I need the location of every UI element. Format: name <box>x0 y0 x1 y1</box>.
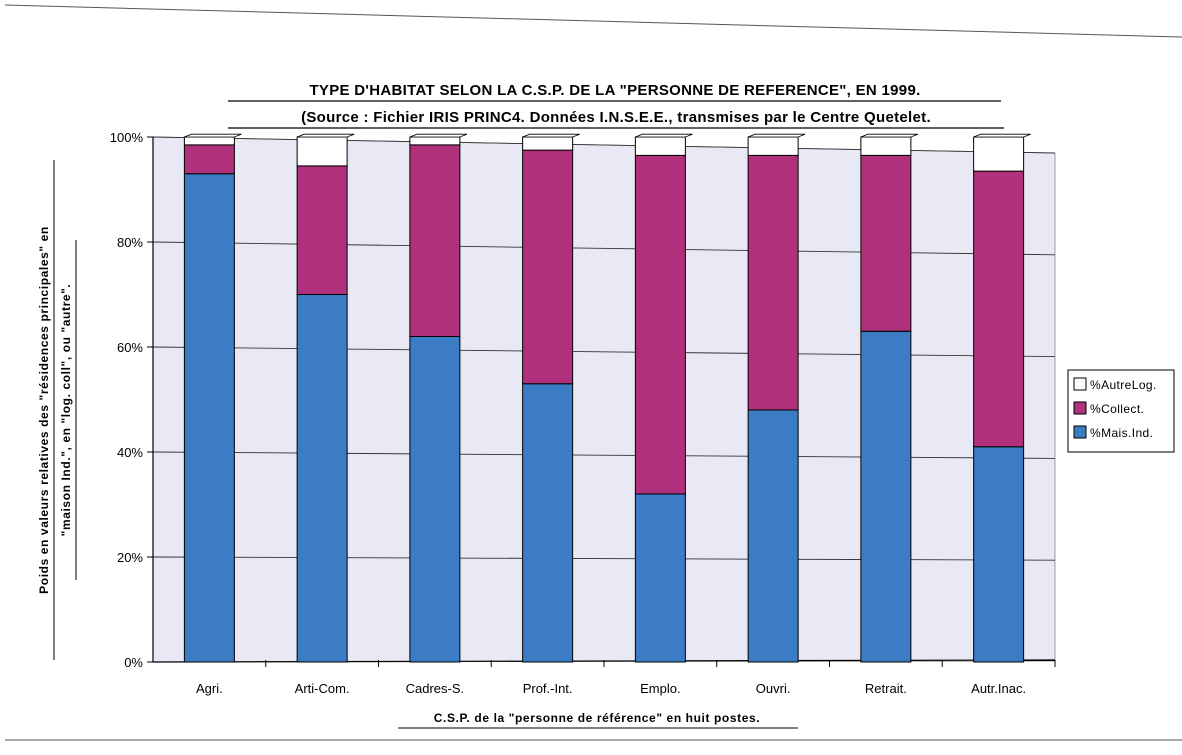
bar-segment <box>296 136 348 167</box>
bar-segment <box>747 154 799 411</box>
bar-segment <box>634 493 686 663</box>
bar-segment <box>296 294 348 663</box>
bar-segment <box>860 136 912 156</box>
bar-segment <box>634 154 686 495</box>
y-axis-title: Poids en valeurs relatives des "résidenc… <box>37 226 73 594</box>
y-tick-label: 80% <box>117 235 143 250</box>
plot-area: 0% 20% 40% 60% 80% 100% Agri. Arti-Com. Cadres-S… <box>110 130 1056 696</box>
bar-segment <box>183 144 235 175</box>
bar-segment <box>973 136 1025 172</box>
bar-segment <box>860 154 912 332</box>
bar-segment <box>522 136 574 151</box>
x-tick-label: Arti-Com. <box>295 681 350 696</box>
bar-segment <box>860 330 912 663</box>
y-tick-label: 0% <box>124 655 143 670</box>
legend-label: %Collect. <box>1090 402 1144 416</box>
legend: %AutreLog. %Collect. %Mais.Ind. <box>1067 369 1175 453</box>
bar-segment <box>409 144 461 337</box>
legend-swatch <box>1073 425 1087 439</box>
bar-segment <box>296 165 348 295</box>
x-tick-label: Prof.-Int. <box>523 681 573 696</box>
y-axis-title-line1: Poids en valeurs relatives des "résidenc… <box>37 226 51 594</box>
x-tick-label: Autr.Inac. <box>971 681 1026 696</box>
bar-top-face <box>747 133 806 138</box>
legend-swatch <box>1073 377 1087 391</box>
bar-top-face <box>296 133 355 138</box>
bar-segment <box>409 136 461 146</box>
bar-top-face <box>184 133 242 138</box>
bar-top-face <box>860 133 919 138</box>
bar-segment <box>522 149 574 385</box>
y-tick-label: 100% <box>110 130 144 145</box>
legend-label: %Mais.Ind. <box>1090 426 1153 440</box>
y-axis-title-line2: "maison Ind.", en "log. coll", ou "autre… <box>59 284 73 537</box>
bar-segment <box>183 136 235 146</box>
bar-segment <box>183 173 235 663</box>
chart-title: TYPE D'HABITAT SELON LA C.S.P. DE LA "PE… <box>309 82 920 99</box>
bar-segment <box>747 136 799 156</box>
x-tick-label: Emplo. <box>640 681 680 696</box>
x-tick-label: Ouvri. <box>756 681 791 696</box>
bar-segment <box>973 170 1025 448</box>
bar-top-face <box>522 133 580 138</box>
y-tick-label: 20% <box>117 550 143 565</box>
y-tick-label: 40% <box>117 445 143 460</box>
legend-label: %AutreLog. <box>1090 378 1157 392</box>
x-axis-title: C.S.P. de la "personne de référence" en … <box>434 711 760 725</box>
plot-background <box>152 136 1056 663</box>
bar-segment <box>747 409 799 663</box>
bar-top-face <box>409 133 468 138</box>
x-tick-label: Agri. <box>196 681 223 696</box>
legend-swatch <box>1073 401 1087 415</box>
bar-segment <box>634 136 686 156</box>
chart-subtitle: (Source : Fichier IRIS PRINC4. Données I… <box>301 109 931 126</box>
x-tick-label: Retrait. <box>865 681 907 696</box>
x-tick-label: Cadres-S. <box>406 681 465 696</box>
y-tick-label: 60% <box>117 340 143 355</box>
frame-top-line <box>4 4 1182 38</box>
bar-top-face <box>973 133 1031 138</box>
bar-top-face <box>635 133 693 138</box>
bar-segment <box>409 336 461 663</box>
bar-segment <box>973 446 1025 663</box>
bar-segment <box>522 383 574 663</box>
